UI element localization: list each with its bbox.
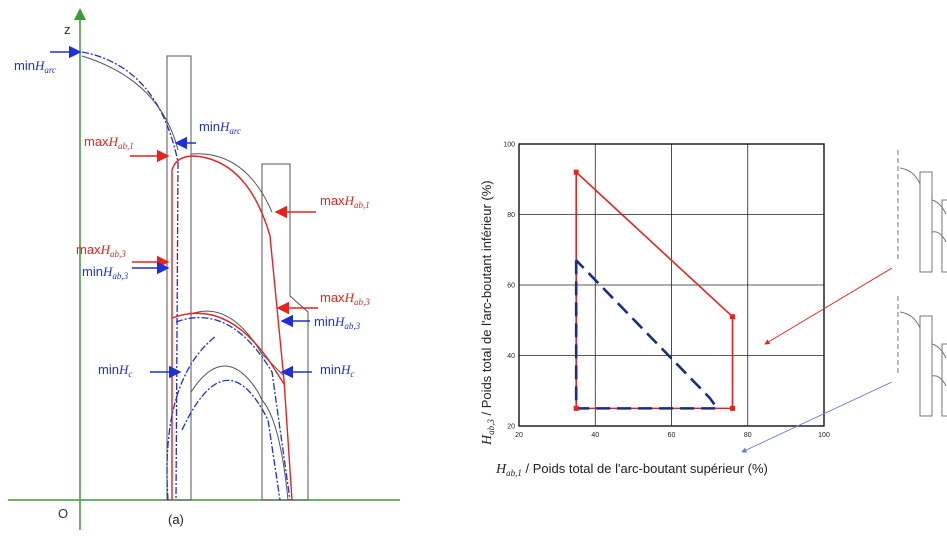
chart: 20 40 60 80 100 20 40 60 80 100 Hab,1 / Poids tot… <box>479 142 892 479</box>
y-axis-label: Hab,3 / Poids total de l'arc-boutant inf… <box>479 180 496 446</box>
upper-flyer-outline <box>191 154 272 212</box>
y-tick-label: 60 <box>507 283 515 290</box>
y-tick-label: 20 <box>507 424 515 431</box>
label-min-harc-left: minHarc <box>14 58 56 75</box>
y-tick-label: 100 <box>503 142 515 149</box>
x-tick-label: 60 <box>668 432 676 439</box>
series-point <box>730 406 735 411</box>
buttress-pier <box>262 164 308 500</box>
series-point <box>574 170 579 175</box>
lower-flyer-outline <box>191 311 284 376</box>
label-max-hab3-left: maxHab,3 <box>76 242 126 259</box>
y-tick-label: 40 <box>507 353 515 360</box>
label-min-hab3-right: minHab,3 <box>314 314 361 331</box>
tall-pier <box>167 56 191 500</box>
series-point <box>730 314 735 319</box>
x-axis-label: Hab,1 / Poids total de l'arc-boutant sup… <box>495 461 768 478</box>
label-min-harc-mid: minHarc <box>199 119 241 136</box>
z-axis-arrow <box>74 8 86 20</box>
thumbnail-upper <box>898 150 947 272</box>
label-min-hc-right: minHc <box>320 362 354 379</box>
caption-a: (a) <box>168 512 184 527</box>
series-point <box>574 406 579 411</box>
diagram-a: z O (a) <box>8 8 400 530</box>
label-max-hab3-right: maxHab,3 <box>320 290 370 307</box>
label-max-hab1-left: maxHab,1 <box>84 134 134 151</box>
label-min-hab3-left: minHab,3 <box>82 264 129 281</box>
arch-outline-right <box>262 400 288 500</box>
thumbnail-lower <box>898 296 947 416</box>
x-tick-label: 80 <box>744 432 752 439</box>
z-axis-label: z <box>64 22 71 37</box>
x-tick-label: 100 <box>818 432 830 439</box>
x-tick-label: 40 <box>591 432 599 439</box>
arch-outline <box>191 366 262 500</box>
label-min-hc-left: minHc <box>98 362 132 379</box>
origin-label: O <box>58 506 68 521</box>
y-tick-label: 80 <box>507 212 515 219</box>
label-max-hab1-right: maxHab,1 <box>320 193 370 210</box>
x-tick-label: 20 <box>515 432 523 439</box>
